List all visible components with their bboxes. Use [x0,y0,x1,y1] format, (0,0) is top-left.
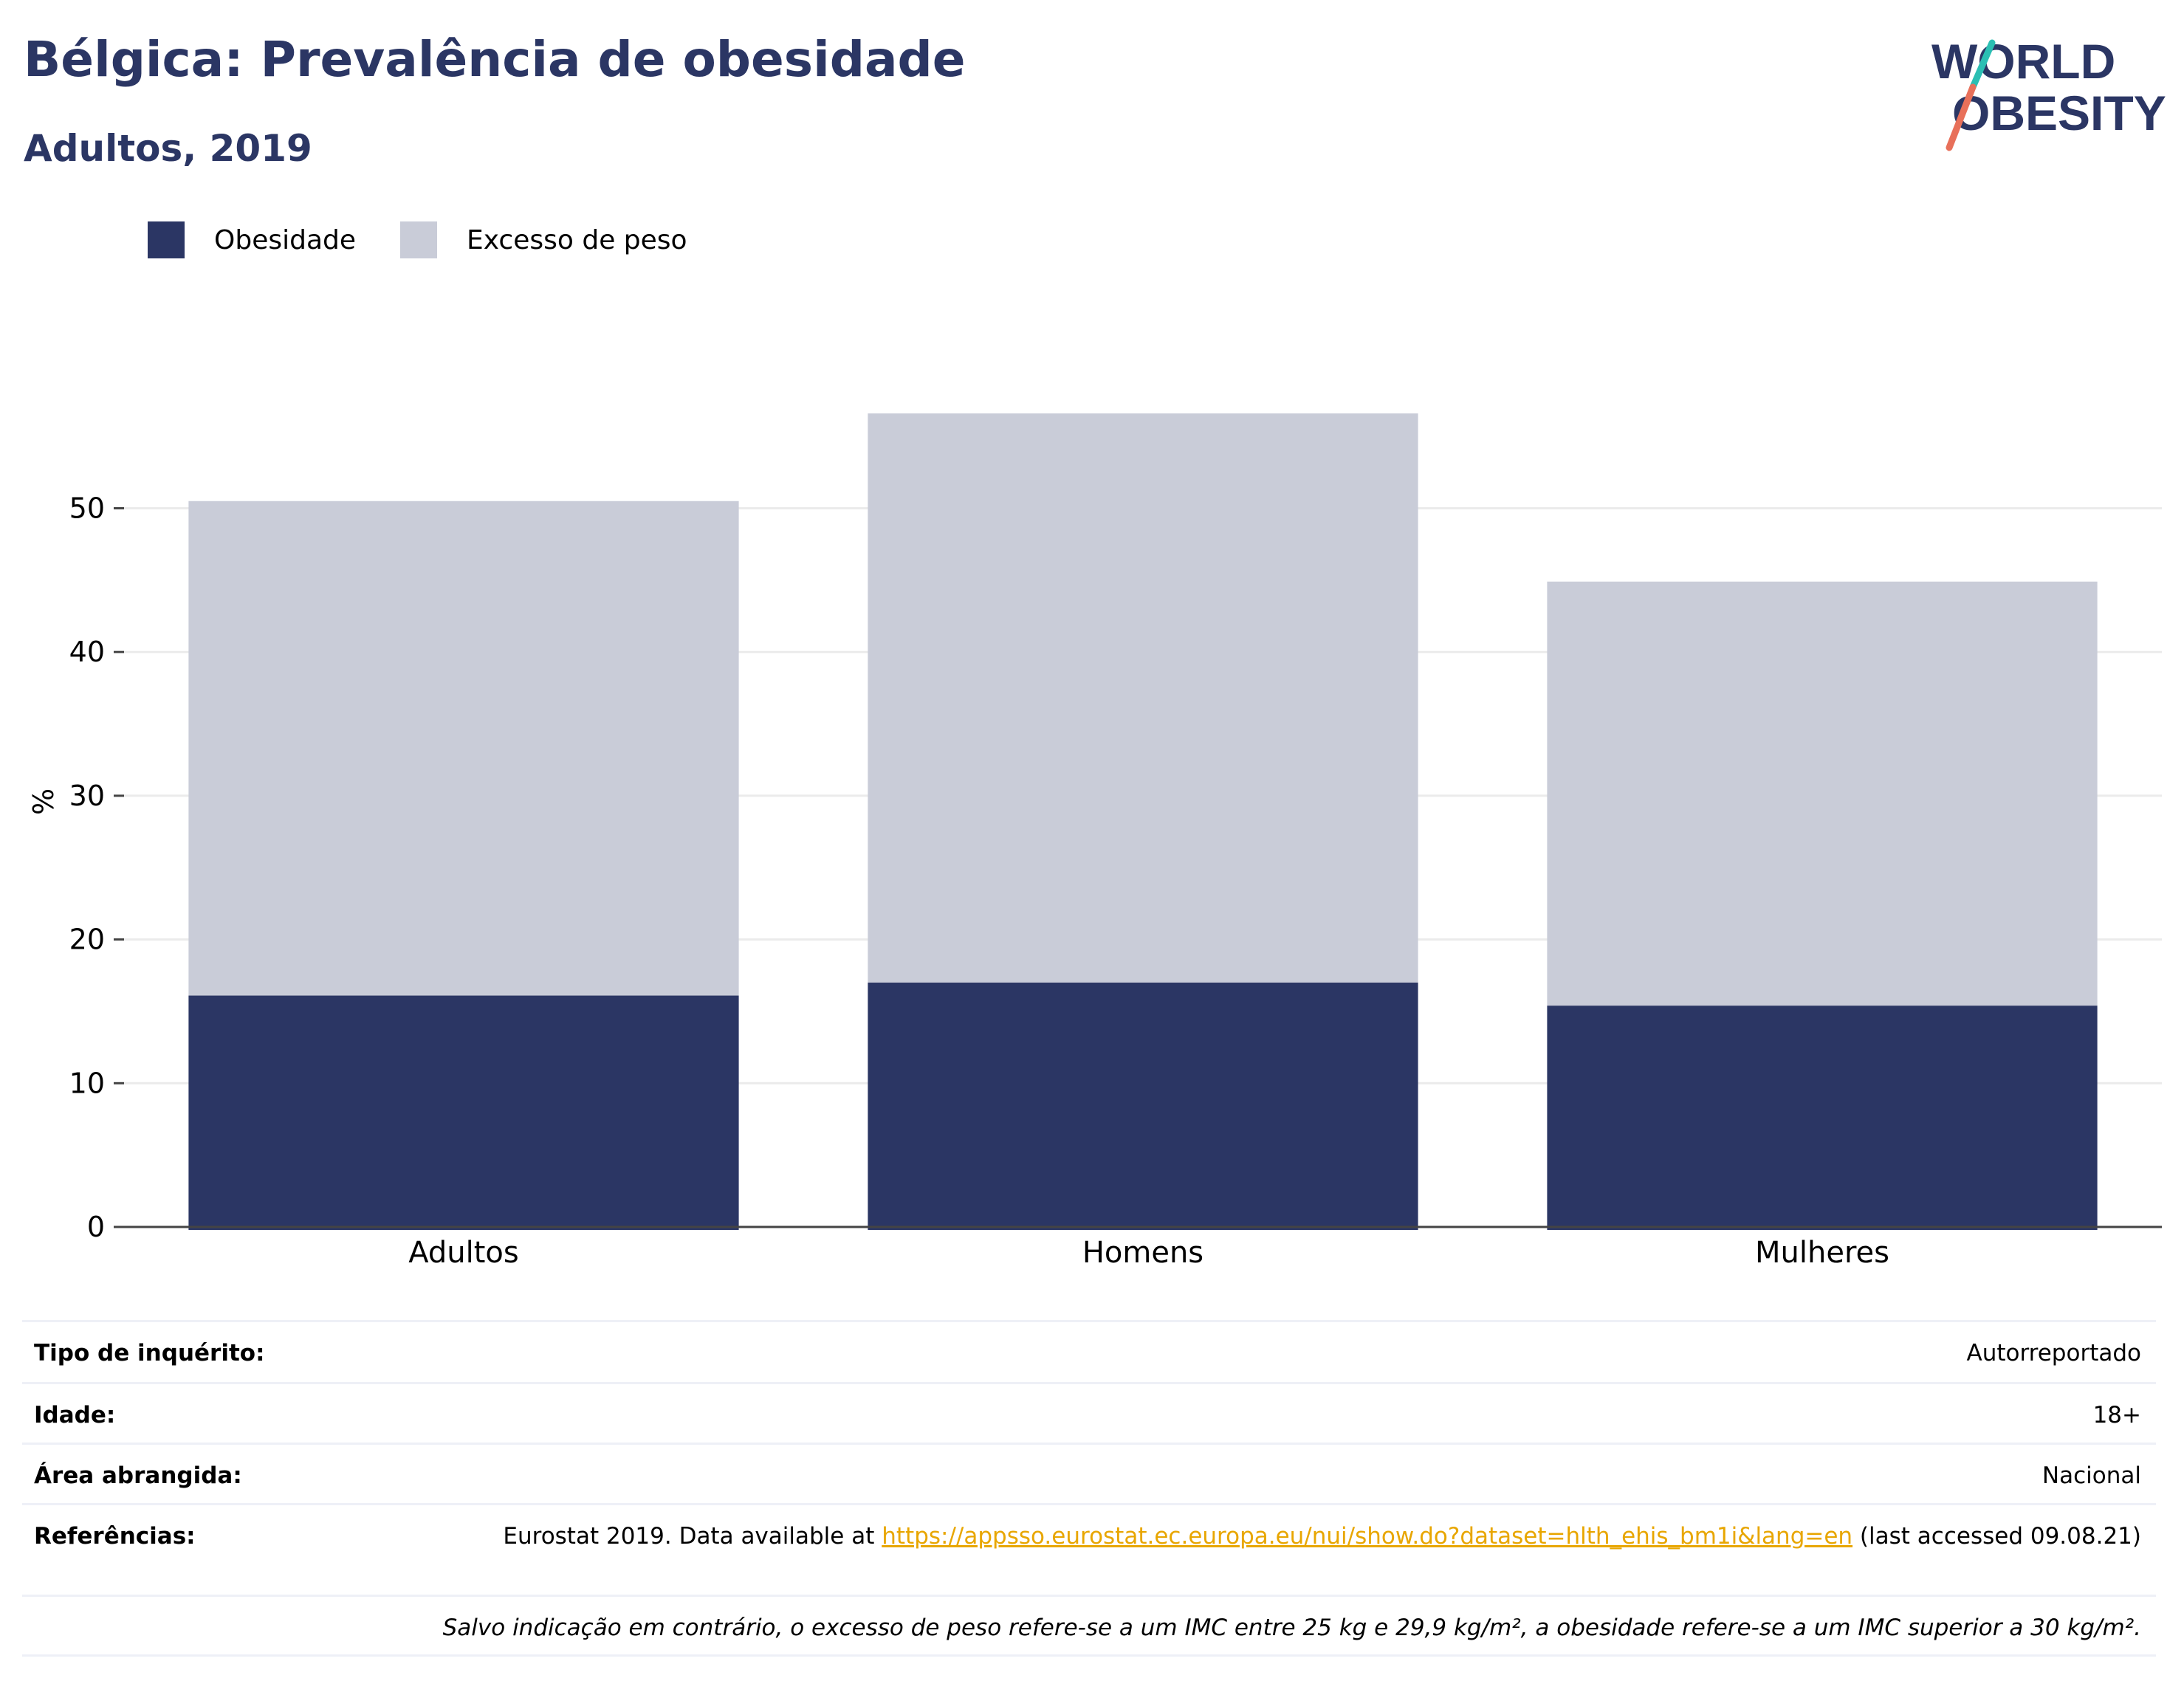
x-tick-label: Homens [1082,1236,1203,1270]
bar-obesity-homens [868,983,1418,1230]
reference-link[interactable]: https://appsso.eurostat.ec.europa.eu/nui… [882,1523,1853,1550]
y-tick-label: 50 [69,492,105,525]
meta-row-references: Referências: Eurostat 2019. Data availab… [22,1503,2156,1595]
logo-line2: OBESITY [1952,86,2166,140]
meta-value: Autorreportado [1966,1340,2142,1366]
bar-obesity-mulheres [1547,1005,2098,1230]
chart-bars [188,413,2098,1230]
meta-value: Nacional [2042,1462,2141,1489]
meta-value-references: Eurostat 2019. Data available at https:/… [503,1523,2141,1550]
page-subtitle: Adultos, 2019 [24,127,312,170]
legend-label-overweight: Excesso de peso [467,224,687,255]
meta-row-area: Área abrangida: Nacional [22,1443,2156,1503]
y-tick-label: 0 [87,1211,105,1243]
world-obesity-logo: WORLD OBESITY [1931,35,2166,151]
legend-label-obesity: Obesidade [214,224,357,255]
meta-label: Referências: [34,1523,196,1550]
meta-row-age: Idade: 18+ [22,1382,2156,1443]
bar-overweight-adultos [188,501,739,996]
bar-obesity-adultos [188,995,739,1230]
logo-line1: WORLD [1931,35,2115,89]
bar-overweight-mulheres [1547,581,2098,1006]
footnote: Salvo indicação em contrário, o excesso … [22,1595,2156,1657]
y-tick-label: 40 [69,636,105,668]
logo-slash-coral [1946,83,1977,151]
x-tick-label: Mulheres [1755,1236,1889,1270]
y-tick-label: 20 [69,924,105,956]
meta-label: Idade: [34,1402,116,1428]
metadata-table: Tipo de inquérito: Autorreportado Idade:… [22,1320,2156,1657]
meta-label: Tipo de inquérito: [34,1340,265,1366]
page-title: Bélgica: Prevalência de obesidade [24,31,966,88]
y-tick-label: 10 [69,1067,105,1099]
meta-row-survey-type: Tipo de inquérito: Autorreportado [22,1320,2156,1382]
chart-ticks: 0 10 20 30 40 50 Adultos Homens Mulheres [69,492,2162,1270]
legend-swatch-obesity [148,221,185,258]
meta-label: Área abrangida: [34,1462,242,1489]
y-axis-label: % [27,788,60,815]
reference-prefix: Eurostat 2019. Data available at [503,1523,882,1550]
logo-slash-teal [1969,39,1996,91]
meta-value: 18+ [2092,1402,2141,1428]
stacked-bar-chart: 0 10 20 30 40 50 Adultos Homens Mulheres % [27,413,2162,1270]
legend-item-overweight: Excesso de peso [400,221,687,258]
chart-legend: Obesidade Excesso de peso [148,221,732,258]
legend-item-obesity: Obesidade [148,221,356,258]
y-tick-label: 30 [69,780,105,812]
legend-swatch-overweight [400,221,438,258]
reference-suffix: (last accessed 09.08.21) [1852,1523,2141,1550]
x-tick-label: Adultos [408,1236,519,1270]
bar-overweight-homens [868,413,1418,983]
